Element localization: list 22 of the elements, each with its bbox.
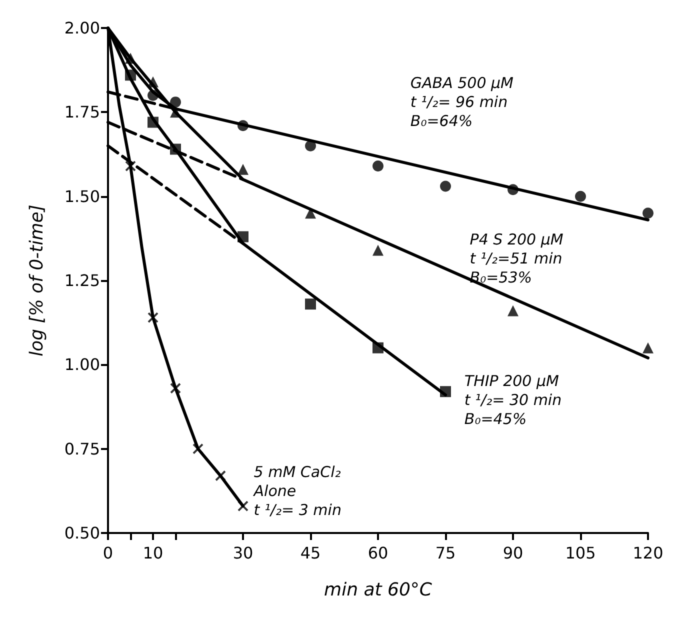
annotation: 5 mM CaCl₂ Alone t ¹/₂= 3 min — [252, 462, 342, 519]
y-tick-label: 1.75 — [64, 102, 100, 122]
annotation: P4 S 200 µM t ¹/₂=51 min B₀=53% — [470, 230, 564, 286]
x-tick-label: 60 — [368, 544, 388, 562]
x-tick-label: 90 — [502, 544, 524, 562]
x-tick-label: 105 — [565, 544, 596, 562]
x-tick-label: 120 — [632, 544, 664, 562]
x-tick-label: 30 — [232, 544, 254, 562]
y-tick-label: 1.25 — [64, 271, 100, 290]
y-tick-label: 0.50 — [64, 524, 100, 542]
x-tick-label: 10 — [142, 544, 164, 562]
y-tick-label: 1.50 — [64, 186, 100, 206]
annotation: GABA 500 µM t ¹/₂= 96 min B₀=64% — [410, 74, 514, 130]
y-tick-label: 2.00 — [64, 18, 100, 38]
x-axis-title: min at 60°C — [324, 580, 432, 600]
annotation: THIP 200 µM t ¹/₂= 30 min B₀=45% — [464, 372, 562, 428]
x-tick-label: 45 — [300, 544, 321, 562]
x-tick-label: 75 — [435, 544, 456, 562]
y-tick-label: 0.75 — [64, 439, 100, 458]
y-axis-title: log [% of 0-time] — [26, 204, 48, 356]
x-tick-label: 0 — [102, 544, 114, 562]
y-tick-label: 1.00 — [64, 355, 100, 374]
